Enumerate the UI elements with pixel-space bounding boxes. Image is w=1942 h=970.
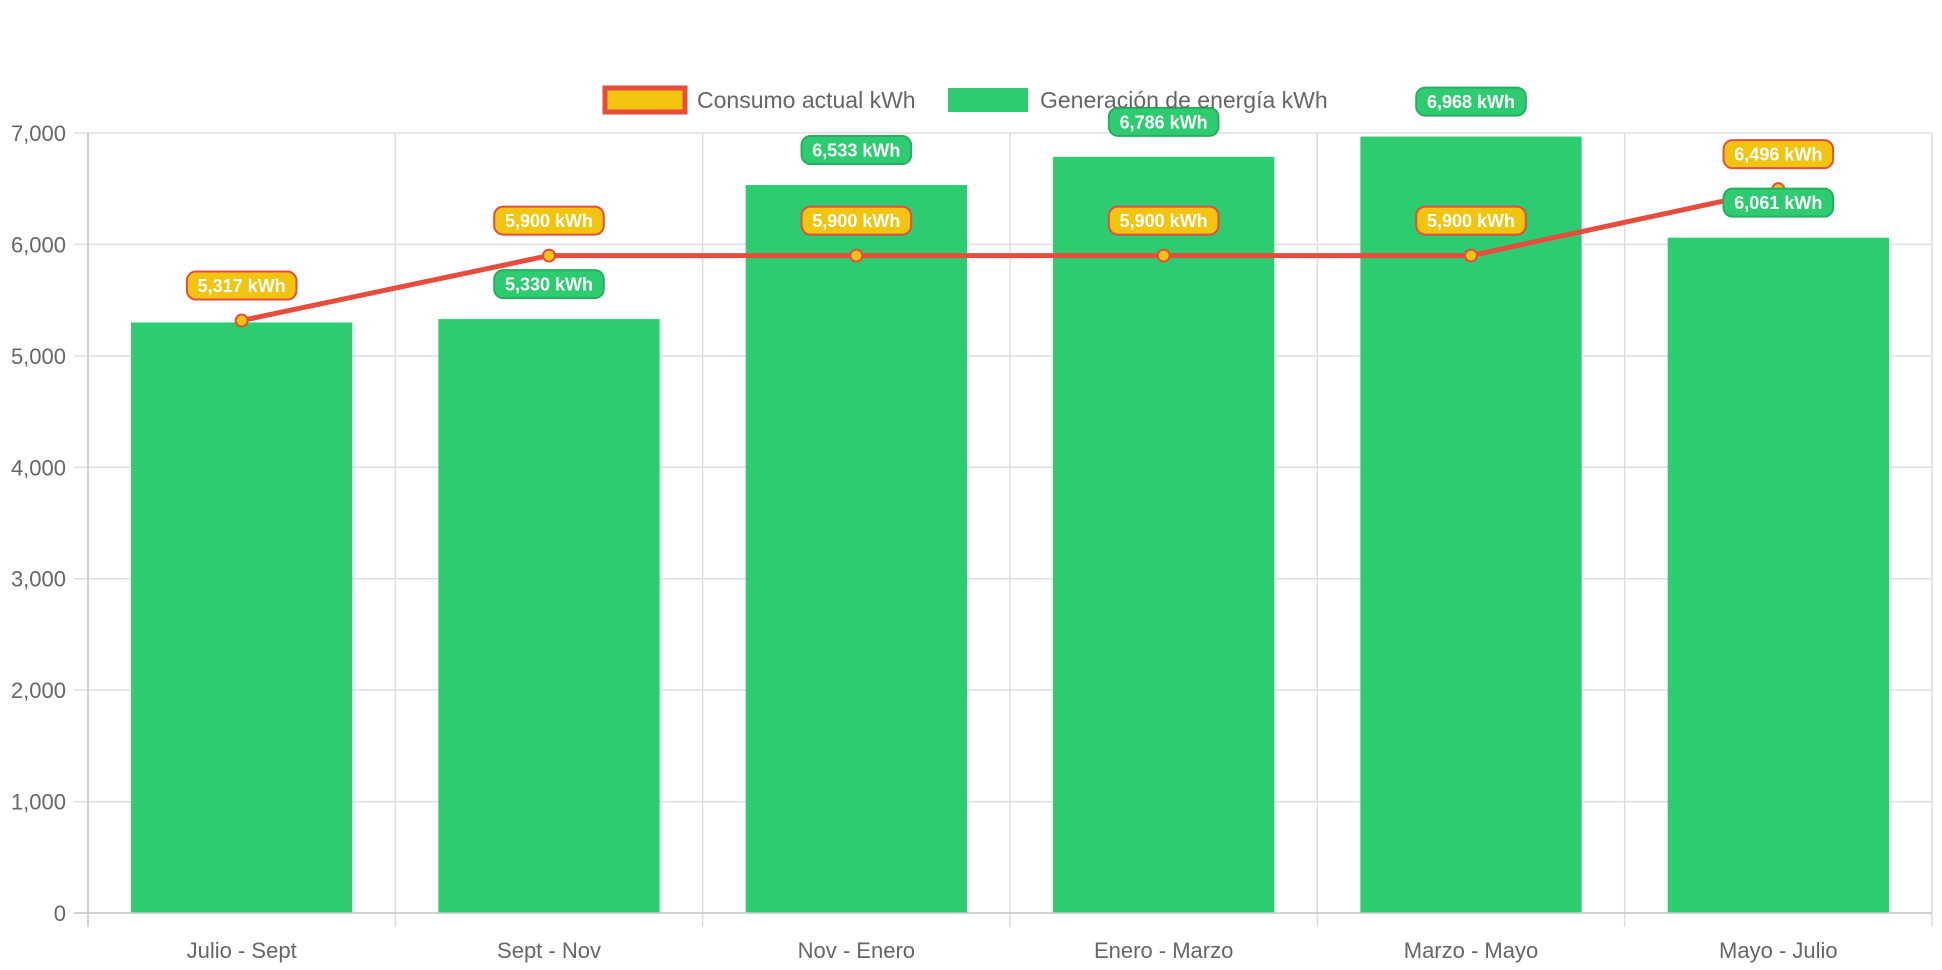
bar [131,322,353,913]
line-value-label: 5,900 kWh [493,205,605,236]
x-tick-label: Mayo - Julio [1719,938,1838,963]
bar [438,319,660,914]
line-value-label-bg [185,270,298,301]
line-value-label-bg [493,205,605,236]
line-value-label: 5,900 kWh [800,205,913,236]
bar [1053,156,1275,914]
x-tick-label: Marzo - Mayo [1404,938,1538,963]
line-value-label: 6,496 kWh [1722,139,1835,170]
line-value-label-text: 5,900 kWh [505,211,593,231]
y-tick-label: 4,000 [11,455,66,480]
bar-value-label-text: 5,330 kWh [505,275,593,295]
y-tick-label: 7,000 [11,121,66,146]
line-value-label-text: 5,900 kWh [812,211,900,231]
bar-value-label: 6,533 kWh [800,135,913,166]
y-tick-label: 6,000 [11,232,66,257]
line-value-label: 5,317 kWh [185,270,298,301]
legend[interactable]: Consumo actual kWh Generación de energía … [602,85,1328,115]
line-value-label: 5,900 kWh [1415,205,1527,236]
bar-value-label-bg [1415,86,1527,117]
line-value-label-bg [800,205,913,236]
line-point [1464,248,1478,263]
y-tick-label: 2,000 [11,678,66,703]
bar-value-label: 6,061 kWh [1722,187,1835,218]
bar-value-label-bg [1722,187,1835,218]
line-path [241,186,1779,323]
y-tick-label: 3,000 [11,567,66,592]
bar-value-label-bg [493,269,605,300]
bar-series [131,136,1889,914]
line-value-label-text: 5,317 kWh [198,276,286,296]
bar-value-label-text: 6,533 kWh [812,141,900,161]
line-value-label-bg [1415,205,1527,236]
bar-value-label-text: 6,786 kWh [1120,112,1208,132]
x-tick-label: Enero - Marzo [1094,938,1233,963]
bar [1667,237,1889,914]
bar [1360,136,1582,913]
line-point [1156,248,1171,263]
line-value-label-bg [1107,205,1220,236]
legend-label-line: Consumo actual kWh [697,87,916,113]
bar-value-label-text: 6,968 kWh [1427,92,1515,112]
line-value-label-text: 5,900 kWh [1120,211,1208,231]
x-tick-label: Julio - Sept [187,938,297,963]
line-point [542,248,556,263]
line-value-label-text: 5,900 kWh [1427,211,1515,231]
legend-swatch-line [602,85,688,115]
legend-swatch-bar [948,88,1028,112]
line-point [234,313,249,328]
bar-value-label: 5,330 kWh [493,269,605,300]
line-value-label-bg [1722,139,1835,170]
x-tick-label: Nov - Enero [798,938,915,963]
data-labels: 5,330 kWh 6,533 kWh 6,786 kWh 6,968 kWh 6,06… [185,86,1835,301]
axes: 0 1,000 2,000 3,000 4,000 5,000 6,000 7,000 Juli… [11,121,1932,963]
y-tick-label: 0 [54,901,66,926]
bar-value-label: 6,786 kWh [1107,106,1220,137]
line-point [849,248,864,263]
legend-item-bar[interactable]: Generación de energía kWh [948,87,1328,113]
bar-value-label: 6,968 kWh [1415,86,1527,117]
line-value-label-text: 6,496 kWh [1734,145,1822,165]
y-tick-label: 1,000 [11,790,66,815]
legend-label-bar: Generación de energía kWh [1040,87,1328,113]
y-tick-label: 5,000 [11,344,66,369]
line-value-label: 5,900 kWh [1107,205,1220,236]
bar [745,185,967,914]
bar-value-label-text: 6,061 kWh [1734,193,1822,213]
legend-item-line[interactable]: Consumo actual kWh [602,85,916,115]
x-tick-label: Sept - Nov [497,938,601,963]
bar-value-label-bg [800,135,913,166]
grid-lines [74,132,1933,927]
bar-value-label-bg [1107,106,1220,137]
